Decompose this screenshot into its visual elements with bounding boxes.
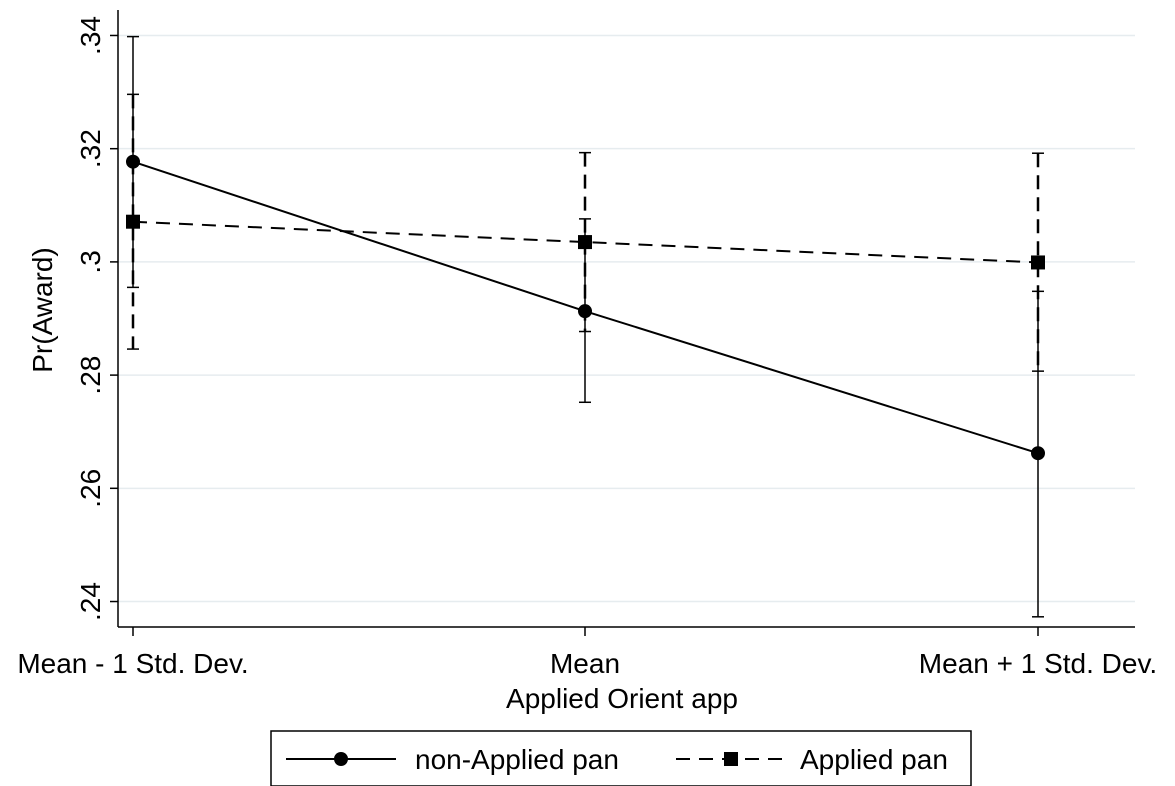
grid-lines	[118, 34, 1135, 603]
y-tick-label: .24	[75, 582, 106, 621]
data-point-square	[126, 214, 140, 229]
legend-swatch-square-marker	[724, 752, 738, 766]
series-non-applied-pan	[126, 35, 1045, 618]
y-axis-title: Pr(Award)	[27, 247, 58, 373]
legend-label-applied-pan: Applied pan	[800, 744, 948, 775]
data-point-square	[578, 235, 592, 250]
data-point-square	[1031, 255, 1045, 270]
x-tick-label: Mean + 1 Std. Dev.	[919, 648, 1157, 679]
x-axis-title: Applied Orient app	[506, 683, 738, 714]
legend-item-non-applied-pan: non-Applied pan	[286, 744, 619, 775]
x-tick-label: Mean	[550, 648, 620, 679]
y-tick-label: .28	[75, 356, 106, 395]
series	[126, 35, 1045, 618]
x-ticks: Mean - 1 Std. Dev. Mean Mean + 1 Std. Dev.	[17, 627, 1157, 679]
x-tick-label: Mean - 1 Std. Dev.	[17, 648, 248, 679]
y-ticks: .24 .26 .28 .3 .32 .34	[75, 16, 118, 621]
confidence-intervals	[127, 35, 1044, 618]
axes	[117, 10, 1135, 628]
legend-swatch-circle-marker	[334, 752, 348, 766]
legend: non-Applied pan Applied pan	[270, 730, 972, 786]
series-applied-pan	[126, 93, 1045, 372]
y-tick-label: .3	[75, 250, 106, 273]
legend-item-applied-pan: Applied pan	[676, 744, 948, 775]
legend-label-non-applied-pan: non-Applied pan	[415, 744, 619, 775]
y-tick-label: .34	[75, 16, 106, 55]
data-point-circle	[1031, 446, 1045, 461]
y-tick-label: .26	[75, 469, 106, 508]
y-tick-label: .32	[75, 129, 106, 168]
series-line	[132, 220, 1039, 264]
